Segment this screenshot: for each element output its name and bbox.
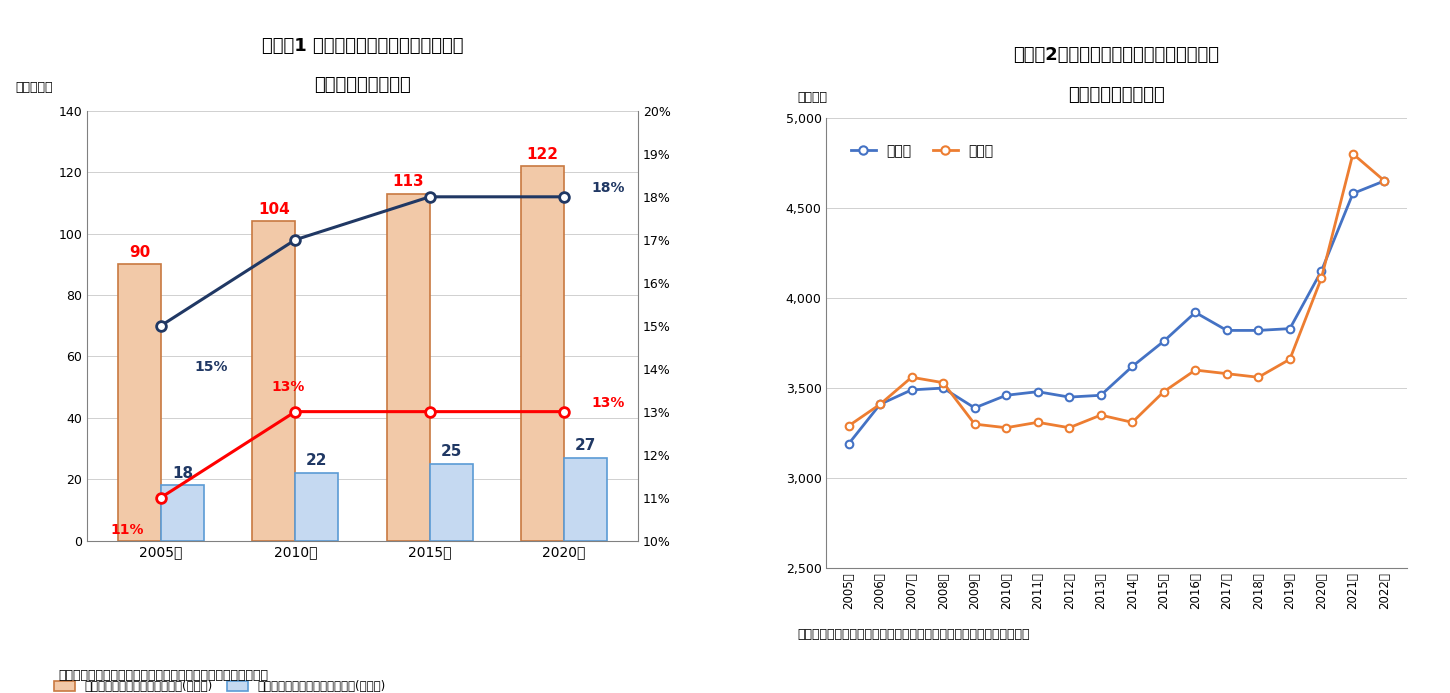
Text: （出所）不動産経済研究所のデータをもとにニッセイ基礎研究所作成: （出所）不動産経済研究所のデータをもとにニッセイ基礎研究所作成 xyxy=(798,628,1030,640)
Text: 図表－1 分譲マンションに居住する世帯: 図表－1 分譲マンションに居住する世帯 xyxy=(262,37,463,55)
Text: 27: 27 xyxy=(574,438,596,453)
Text: 113: 113 xyxy=(393,174,423,189)
Text: 15%: 15% xyxy=(194,360,228,374)
Bar xyxy=(252,221,296,541)
Text: 11%: 11% xyxy=(110,523,144,537)
Text: （万円）: （万円） xyxy=(798,91,828,104)
Text: 25: 25 xyxy=(441,444,463,459)
Text: （出所）総務省「国勢調査」をもとにニッセイ基礎研究所作成: （出所）総務省「国勢調査」をもとにニッセイ基礎研究所作成 xyxy=(58,669,268,682)
Text: 90: 90 xyxy=(129,245,149,260)
Bar xyxy=(161,485,204,541)
Legend: 近畿圏, 大阪市: 近畿圏, 大阪市 xyxy=(845,139,999,164)
Bar xyxy=(521,166,564,541)
Text: （万世帯）: （万世帯） xyxy=(16,80,52,94)
Bar xyxy=(387,194,429,541)
Text: 図表－2　新築分譲マンションの平均価格: 図表－2 新築分譲マンションの平均価格 xyxy=(1014,46,1219,64)
Bar xyxy=(117,264,161,541)
Text: 18: 18 xyxy=(173,466,193,481)
Text: 104: 104 xyxy=(258,202,290,217)
Text: ＜関西圏、大阪市＞: ＜関西圏、大阪市＞ xyxy=(315,76,410,94)
Text: 18%: 18% xyxy=(592,181,625,195)
Bar xyxy=(564,457,608,541)
Text: 13%: 13% xyxy=(592,396,625,410)
Text: 13%: 13% xyxy=(273,380,306,394)
Text: 122: 122 xyxy=(526,146,558,161)
Bar xyxy=(296,473,338,541)
Text: 22: 22 xyxy=(306,453,328,468)
Text: ＜近畿圏、大阪市＞: ＜近畿圏、大阪市＞ xyxy=(1069,87,1164,104)
Bar xyxy=(429,464,473,541)
